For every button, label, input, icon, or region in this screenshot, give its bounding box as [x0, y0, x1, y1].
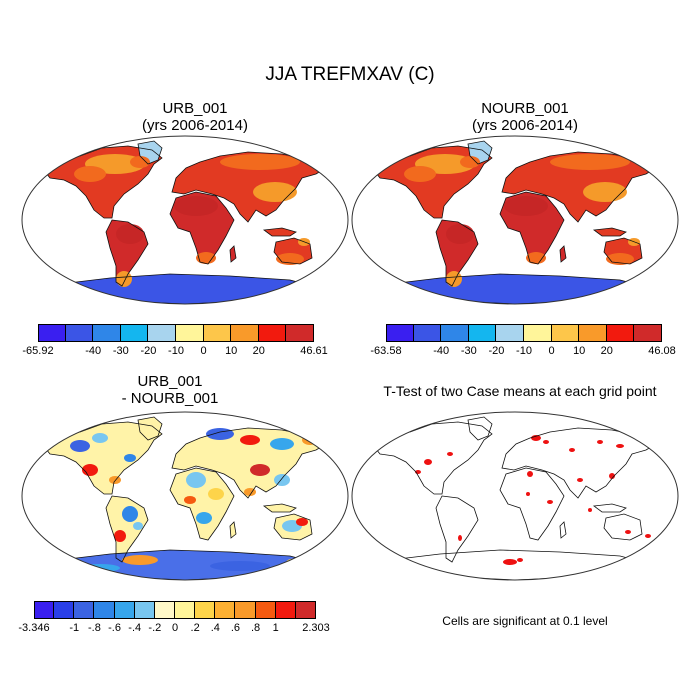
colorbar-tick-label: 0: [200, 345, 207, 357]
colorbar-swatch: [148, 324, 176, 342]
colorbar-tick-label: .8: [250, 622, 261, 634]
colorbar-tick-label: -40: [433, 345, 450, 357]
colorbar-tick-label: -.8: [88, 622, 101, 634]
colorbar-swatch: [551, 324, 580, 342]
colorbar-swatch: [579, 324, 607, 342]
colorbar-tick-label: -1: [69, 622, 80, 634]
panel4-title: T-Test of two Case means at each grid po…: [340, 383, 700, 400]
colorbar-tick-label: 20: [600, 345, 613, 357]
figure-title: JJA TREFMXAV (C): [265, 64, 435, 85]
colorbar-swatch: [286, 324, 314, 342]
colorbar-tick-label: 10: [225, 345, 238, 357]
map-difference: [21, 411, 349, 581]
colorbar-swatch: [74, 601, 95, 619]
panel3-title-line1: URB_001: [137, 373, 203, 390]
colorbar-swatch: [275, 601, 296, 619]
colorbar-swatch: [34, 601, 55, 619]
panel2-title-line1: NOURB_001: [481, 100, 569, 117]
colorbar-swatch: [468, 324, 497, 342]
colorbar-tick-label: -20: [140, 345, 157, 357]
colorbar-tick-label: 46.08: [648, 345, 676, 357]
panel1-title-line2: (yrs 2006-2014): [142, 117, 248, 134]
significance-note: Cells are significant at 0.1 level: [442, 614, 608, 628]
colorbar-swatch: [215, 601, 236, 619]
colorbar-swatch: [93, 324, 121, 342]
colorbar-swatch: [203, 324, 232, 342]
panel1-title: URB_001 (yrs 2006-2014): [40, 100, 350, 134]
colorbar-tick-label: -30: [460, 345, 477, 357]
colorbar-swatch: [634, 324, 662, 342]
colorbar-nourb: -63.58 -40 -30 -20 -10 0 10 20 46.08: [370, 324, 676, 364]
panel3-title-line2: - NOURB_001: [121, 390, 219, 407]
colorbar-swatch: [606, 324, 635, 342]
colorbar-tick-label: 1: [272, 622, 279, 634]
panel1-title-line1: URB_001: [162, 100, 228, 117]
colorbar-tick-label: .2: [190, 622, 200, 634]
colorbar-swatch: [154, 601, 175, 619]
panel2-title: NOURB_001 (yrs 2006-2014): [370, 100, 680, 134]
colorbar-urb: -65.92 -40 -30 -20 -10 0 10 20 46.61: [22, 324, 328, 364]
colorbar-swatch: [255, 601, 276, 619]
colorbar-tick-label: -10: [516, 345, 532, 357]
colorbar-swatch: [496, 324, 524, 342]
colorbar-swatch: [65, 324, 94, 342]
colorbar-swatch: [258, 324, 287, 342]
colorbar-tick-label: -3.346: [18, 622, 50, 634]
colorbar-swatch: [54, 601, 75, 619]
colorbar-swatch: [114, 601, 135, 619]
colorbar-tick-label: -63.58: [370, 345, 402, 357]
colorbar-tick-label: 20: [252, 345, 265, 357]
colorbar-tick-label: 0: [171, 622, 179, 634]
colorbar-tick-label: 46.61: [300, 345, 328, 357]
colorbar-swatch: [176, 324, 204, 342]
colorbar-swatch: [120, 324, 149, 342]
colorbar-swatch: [134, 601, 155, 619]
colorbar-tick-label: -10: [168, 345, 184, 357]
colorbar-tick-label: -40: [85, 345, 102, 357]
colorbar-tick-label: -.2: [148, 622, 162, 634]
colorbar-swatch: [175, 601, 196, 619]
panel2-title-line2: (yrs 2006-2014): [472, 117, 578, 134]
colorbar-swatch: [413, 324, 442, 342]
colorbar-tick-label: -20: [488, 345, 505, 357]
map-urb: [21, 135, 349, 305]
colorbar-swatch: [195, 601, 216, 619]
colorbar-tick-label: .6: [230, 622, 241, 634]
colorbar-tick-label: 10: [573, 345, 586, 357]
colorbar-tick-label: -.4: [128, 622, 142, 634]
colorbar-swatch: [524, 324, 552, 342]
colorbar-difference: -3.346 -1 -.8 -.6 -.4 -.2 0 .2 .4 .6 .8 1 2.303: [18, 601, 330, 641]
map-ttest: [351, 411, 679, 581]
colorbar-swatch: [441, 324, 469, 342]
map-nourb: [351, 135, 679, 305]
colorbar-tick-label: 2.303: [302, 622, 330, 634]
colorbar-swatch: [94, 601, 115, 619]
colorbar-tick-label: -.6: [108, 622, 121, 634]
colorbar-swatch: [295, 601, 316, 619]
colorbar-swatch: [235, 601, 256, 619]
panel3-title: URB_001 - NOURB_001: [20, 373, 320, 407]
colorbar-swatch: [231, 324, 259, 342]
colorbar-tick-label: 0: [548, 345, 555, 357]
colorbar-swatch: [38, 324, 66, 342]
panel4-title-line1: T-Test of two Case means at each grid po…: [383, 383, 657, 399]
colorbar-swatch: [386, 324, 414, 342]
colorbar-tick-label: -65.92: [22, 345, 54, 357]
colorbar-tick-label: -30: [112, 345, 129, 357]
colorbar-tick-label: .4: [210, 622, 220, 634]
